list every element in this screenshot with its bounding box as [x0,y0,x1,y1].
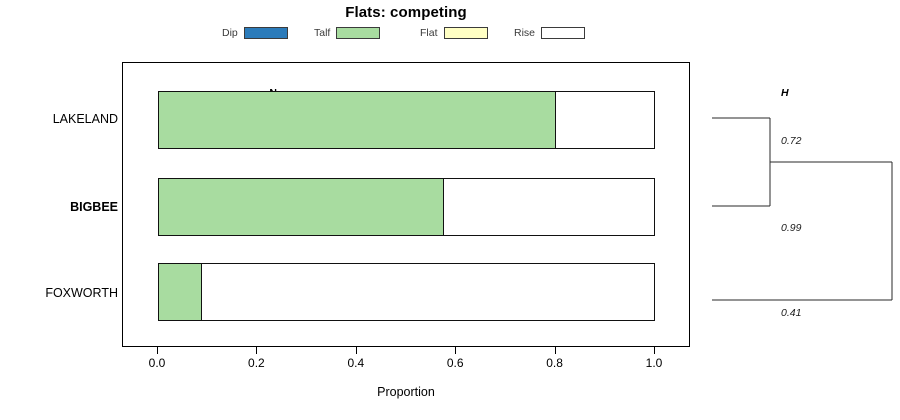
x-tick-1 [256,347,258,354]
bar-segment-talf [159,92,555,148]
legend-label-rise: Rise [514,27,536,39]
legend-item-talf[interactable]: Talf [314,24,381,42]
x-tick-label-4: 0.8 [546,356,563,370]
stacked-bar-foxworth [158,263,655,321]
h-value-bigbee: 0.99 [781,222,802,234]
legend-swatch-dip [243,27,288,39]
x-tick-label-2: 0.4 [347,356,365,370]
chart-legend: Dip Talf Flat Rise [222,24,594,42]
chart-title: Flats: competing [345,4,467,21]
stacked-bar-bigbee [158,178,655,236]
category-label-lakeland: LAKELAND [52,112,118,126]
legend-swatch-talf [336,27,381,39]
x-tick-5 [654,347,655,354]
x-tick-label-0: 0.0 [148,356,166,370]
bar-segment-talf [159,264,202,320]
x-tick-label-5: 1.0 [645,356,663,370]
category-label-bigbee: BIGBEE [70,200,118,214]
x-tick-2 [355,347,357,354]
column-header-h: H [781,87,789,99]
dendrogram-svg [712,117,893,301]
h-value-lakeland: 0.72 [781,135,802,147]
legend-swatch-flat [443,27,488,39]
bar-segment-rise [555,92,654,148]
x-tick-0 [157,347,158,354]
bar-segment-rise [201,264,654,320]
legend-label-dip: Dip [222,27,238,39]
x-axis-title: Proportion [377,385,435,399]
stacked-bar-lakeland [158,91,655,149]
x-tick-3 [455,347,457,354]
legend-item-dip[interactable]: Dip [222,24,288,42]
x-tick-4 [554,347,556,354]
legend-item-rise[interactable]: Rise [514,24,586,42]
x-axis: 0.0 0.2 0.4 0.6 0.8 1.0 [122,347,690,370]
bar-segment-talf [159,179,443,235]
dendrogram [700,62,900,347]
h-value-foxworth: 0.41 [781,307,802,319]
legend-swatch-rise [541,27,586,39]
plot-area: N H 5 42 12 0.72 0.99 0.41 [122,62,801,347]
x-tick-label-1: 0.2 [248,356,265,370]
legend-item-flat[interactable]: Flat [420,24,488,42]
bar-segment-rise [442,179,654,235]
legend-label-talf: Talf [314,27,331,39]
legend-label-flat: Flat [420,27,438,39]
x-tick-label-3: 0.6 [446,356,464,370]
category-label-foxworth: FOXWORTH [45,286,118,300]
